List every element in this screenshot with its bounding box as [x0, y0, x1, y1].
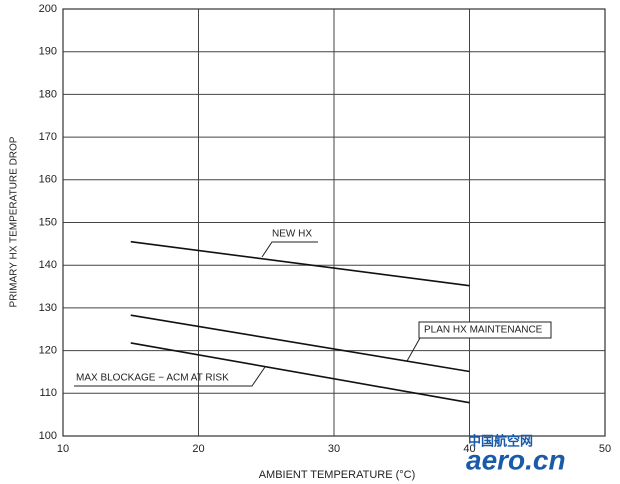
y-tick-label: 140: [39, 259, 57, 271]
series-line: [130, 342, 470, 404]
y-tick-label: 120: [39, 345, 57, 357]
plot-frame: [62, 8, 606, 437]
x-tick-label: 20: [192, 443, 204, 455]
y-axis-label: PRIMARY HX TEMPERATURE DROP: [9, 136, 20, 307]
annotation-label: PLAN HX MAINTENANCE: [424, 325, 543, 336]
annotation-leader: [261, 241, 318, 258]
y-tick-label: 200: [39, 3, 57, 15]
series-line: [130, 314, 470, 373]
watermark-text: 中国航空网: [468, 433, 533, 448]
x-tick-label: 30: [328, 443, 340, 455]
y-tick-label: 110: [39, 387, 57, 399]
y-tick-label: 180: [39, 88, 57, 100]
annotation-label: NEW HX: [272, 229, 312, 240]
watermark-text: aero.cn: [466, 444, 566, 475]
annotation-box: [418, 321, 552, 339]
y-tick-label: 100: [39, 430, 57, 442]
x-axis-label: AMBIENT TEMPERATURE (°C): [259, 469, 416, 481]
y-tick-label: 130: [39, 302, 57, 314]
y-tick-label: 160: [39, 174, 57, 186]
annotation-leader: [406, 337, 421, 362]
y-tick-label: 150: [39, 216, 57, 228]
annotation-label: MAX BLOCKAGE − ACM AT RISK: [76, 373, 229, 384]
y-tick-label: 190: [39, 46, 57, 58]
annotation-leader: [74, 366, 266, 387]
x-tick-label: 40: [463, 443, 475, 455]
x-tick-label: 10: [57, 443, 69, 455]
y-tick-label: 170: [39, 131, 57, 143]
series-line: [130, 240, 470, 287]
x-tick-label: 50: [599, 443, 611, 455]
